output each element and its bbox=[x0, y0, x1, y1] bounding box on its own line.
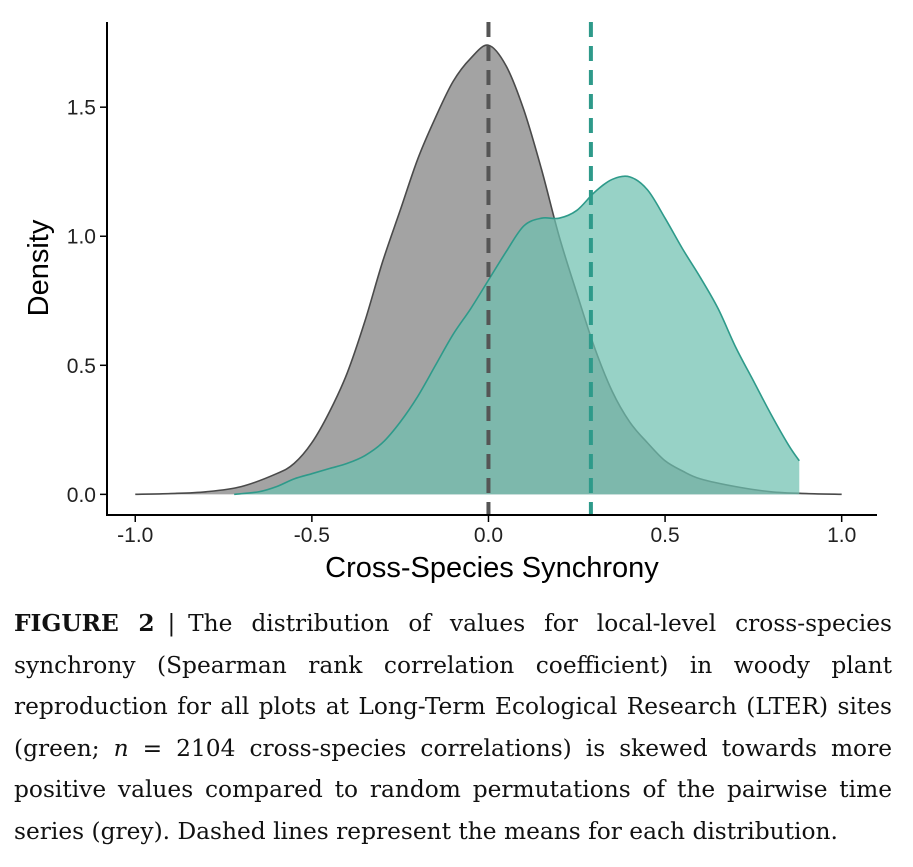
x-tick-label: 0.0 bbox=[474, 524, 503, 547]
figure-separator: | bbox=[167, 610, 176, 637]
x-axis-title: Cross-Species Synchrony bbox=[325, 552, 659, 584]
mean-lines bbox=[486, 22, 593, 515]
x-tick-label: -1.0 bbox=[117, 524, 153, 547]
caption-n-symbol: n bbox=[113, 734, 129, 762]
caption-n-value: = 2104 bbox=[128, 734, 236, 762]
tick-layer: -1.0 -0.5 0.0 0.5 1.0 0.0 0.5 1.0 1.5 bbox=[67, 97, 856, 547]
density-line-2 bbox=[234, 175, 800, 496]
x-tick-label: 1.0 bbox=[827, 524, 856, 547]
caption-text-2: cross-species correlations) is skewed to… bbox=[14, 734, 893, 845]
density-chart: -1.0 -0.5 0.0 0.5 1.0 0.0 0.5 1.0 1.5 Cross-Spec… bbox=[23, 22, 877, 584]
y-tick-label: 0.0 bbox=[67, 484, 96, 507]
caption-text-1: The distribution of values for local-lev… bbox=[14, 610, 892, 762]
x-tick-label: 0.5 bbox=[650, 524, 679, 547]
y-tick-label: 1.5 bbox=[67, 97, 96, 120]
figure-caption: FIGURE 2 | The distribution of values for … bbox=[14, 603, 892, 853]
x-tick-label: -0.5 bbox=[294, 524, 330, 547]
density-area-2 bbox=[234, 176, 800, 495]
y-tick-label: 1.0 bbox=[67, 226, 96, 249]
y-tick-label: 0.5 bbox=[67, 355, 96, 378]
y-axis-title: Density bbox=[23, 219, 55, 316]
figure-label: FIGURE 2 bbox=[14, 610, 155, 637]
